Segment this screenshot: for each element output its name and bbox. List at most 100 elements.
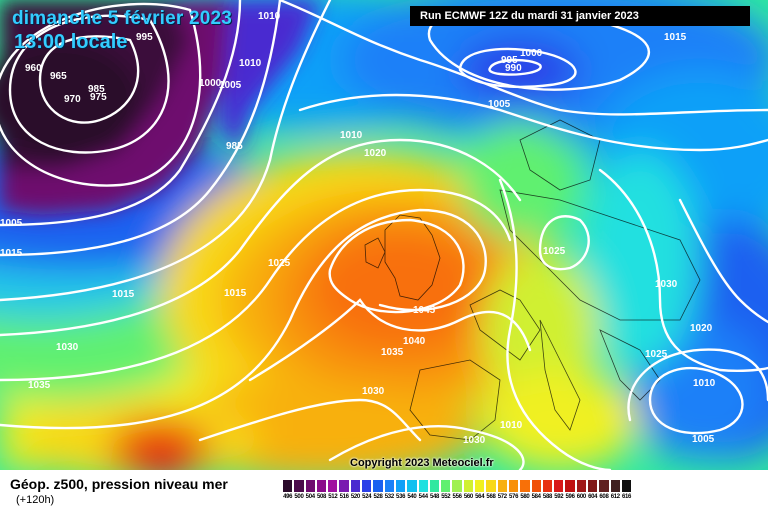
legend-swatch: 584 (530, 479, 542, 505)
legend-label: 616 (621, 494, 632, 500)
isobars (0, 0, 768, 470)
legend-swatch: 520 (349, 479, 362, 505)
legend-label: 608 (599, 494, 609, 500)
legend-swatch: 496 (282, 479, 294, 505)
legend-color (372, 479, 384, 493)
pressure-label: 1030 (362, 386, 385, 397)
pressure-label: 1035 (381, 347, 404, 358)
pressure-label: 1020 (690, 323, 713, 334)
forecast-date: dimanche 5 février 2023 (12, 8, 233, 29)
legend-swatch: 528 (372, 479, 384, 505)
legend-label: 504 (305, 494, 315, 500)
pressure-label: 1010 (239, 58, 262, 69)
pressure-label: 1015 (112, 289, 135, 300)
legend-label: 528 (373, 494, 383, 500)
legend-swatch: 600 (575, 479, 588, 505)
legend-color (293, 479, 305, 493)
legend-color (440, 479, 452, 493)
forecast-time: 13:00 locale (14, 31, 128, 53)
legend-label: 520 (350, 494, 360, 500)
legend-swatch: 536 (394, 479, 407, 505)
legend-swatch: 576 (507, 479, 520, 505)
legend-swatch: 580 (519, 479, 531, 505)
legend-label: 524 (362, 494, 372, 500)
pressure-label: 960 (25, 63, 42, 74)
pressure-label: 1025 (268, 258, 291, 269)
map-title: Géop. z500, pression niveau mer (10, 476, 228, 492)
geopotential-field (0, 0, 768, 470)
legend-color (485, 479, 497, 493)
legend-swatch: 548 (428, 479, 441, 505)
legend-color (496, 479, 508, 493)
legend-swatch: 544 (417, 479, 429, 505)
pressure-label: 1015 (224, 288, 247, 299)
legend-color (417, 479, 429, 493)
legend-swatch: 572 (496, 479, 508, 505)
legend-label: 592 (554, 494, 564, 500)
pressure-label: 1010 (340, 130, 363, 141)
pressure-label: 1010 (500, 420, 523, 431)
legend-label: 540 (407, 494, 417, 500)
legend-label: 556 (452, 494, 462, 500)
legend-label: 580 (520, 494, 530, 500)
legend-color (462, 479, 475, 493)
legend-label: 604 (588, 494, 598, 500)
legend-swatch: 508 (315, 479, 328, 505)
legend-color (530, 479, 542, 493)
legend-color (598, 479, 610, 493)
legend-label: 536 (396, 494, 406, 500)
legend-color (394, 479, 407, 493)
pressure-label: 1015 (0, 248, 23, 259)
legend-label: 532 (384, 494, 394, 500)
pressure-label: 1030 (56, 342, 79, 353)
legend-label: 572 (497, 494, 507, 500)
pressure-label: 1000 (199, 78, 222, 89)
legend-label: 612 (610, 494, 620, 500)
model-run-info: Run ECMWF 12Z du mardi 31 janvier 2023 (410, 6, 750, 26)
pressure-label: 1030 (463, 435, 486, 446)
legend-label: 508 (316, 494, 327, 500)
legend-swatch: 532 (383, 479, 395, 505)
legend-label: 544 (418, 494, 428, 500)
legend-swatch: 564 (474, 479, 486, 505)
legend-label: 564 (475, 494, 485, 500)
legend-color (428, 479, 441, 493)
legend-color (406, 479, 418, 493)
legend-swatch: 568 (485, 479, 497, 505)
land-outlines (364, 119, 701, 441)
pressure-label: 1010 (258, 11, 281, 22)
pressure-label: 1025 (543, 246, 566, 257)
pressure-label: 1005 (219, 80, 242, 91)
legend-label: 552 (441, 494, 451, 500)
pressure-label: 985 (88, 84, 105, 95)
legend-color (304, 479, 316, 493)
legend-swatch: 588 (541, 479, 554, 505)
pressure-label: 1035 (28, 380, 51, 391)
legend-color (541, 479, 554, 493)
legend-label: 548 (429, 494, 440, 500)
legend-swatch: 604 (587, 479, 599, 505)
legend-label: 560 (463, 494, 473, 500)
legend-color (338, 479, 350, 493)
legend-color (519, 479, 531, 493)
legend-swatch: 612 (609, 479, 621, 505)
legend-color (315, 479, 328, 493)
legend-label: 600 (576, 494, 586, 500)
footer: Géop. z500, pression niveau mer (+120h) … (0, 470, 768, 512)
legend-label: 496 (283, 494, 293, 500)
legend-swatch: 524 (361, 479, 373, 505)
legend-swatch: 504 (304, 479, 316, 505)
legend-swatch: 552 (440, 479, 452, 505)
legend-swatch: 516 (338, 479, 350, 505)
legend-color (553, 479, 565, 493)
weather-map: 1010 995 960 965 985 970 975 1005 1015 1… (0, 0, 768, 470)
pressure-label: 995 (136, 32, 153, 43)
pressure-label: 1020 (364, 148, 387, 159)
legend-color (451, 479, 463, 493)
legend-swatch: 608 (598, 479, 610, 505)
legend-color (507, 479, 520, 493)
pressure-label: 1010 (693, 378, 716, 389)
color-legend: 496 500 504 508 512 516 520 524 528 532 536 540 544 5… (282, 479, 633, 505)
pressure-label: 1005 (692, 434, 715, 445)
legend-swatch: 512 (327, 479, 339, 505)
